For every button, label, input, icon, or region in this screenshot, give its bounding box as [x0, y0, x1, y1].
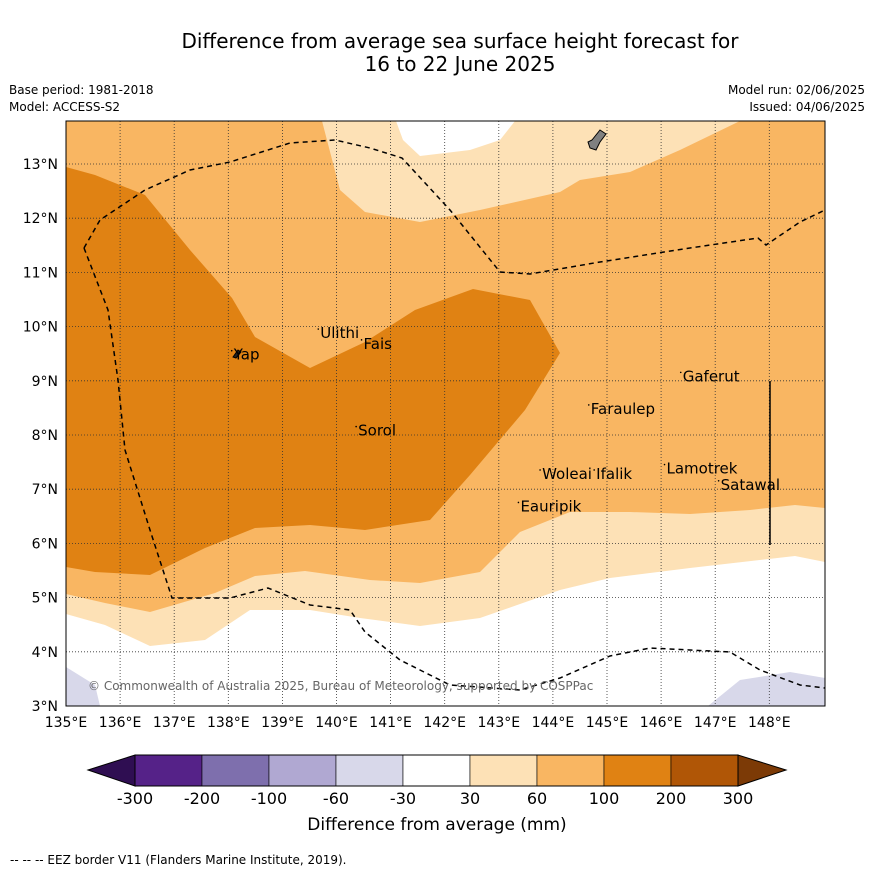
lon-tick-label: 146°E [640, 715, 683, 731]
eez-legend-note: -- -- -- EEZ border V11 (Flanders Marine… [10, 853, 347, 867]
model-run: Model run: 02/06/2025 [727, 83, 865, 97]
colorbar-box [268, 754, 337, 787]
colorbar-tick-label: -300 [117, 789, 153, 808]
place-marker [517, 501, 520, 504]
place-label: Gaferut [683, 367, 740, 385]
lat-tick-label: 10°N [23, 320, 58, 336]
place-label: Ifalik [596, 465, 632, 483]
issued-date: Issued: 04/06/2025 [749, 100, 865, 114]
lon-tick-label: 137°E [153, 715, 196, 731]
land-masses [232, 129, 607, 359]
colorbar-box [134, 754, 203, 787]
lon-tick-label: 135°E [45, 715, 88, 731]
contour-fill-layer [66, 121, 825, 706]
lat-tick-label: 4°N [32, 645, 58, 661]
base-period: Base period: 1981-2018 [9, 83, 154, 97]
colorbar-box [670, 754, 739, 787]
colorbar-box [536, 754, 605, 787]
colorbar-box [201, 754, 270, 787]
map-title-line1: Difference from average sea surface heig… [181, 29, 739, 53]
place-label: Sorol [358, 422, 396, 440]
place-label: Woleai [542, 465, 592, 483]
colorbar-frame [134, 754, 739, 787]
colorbar-box [402, 754, 471, 787]
lat-tick-label: 8°N [32, 428, 58, 444]
lat-tick-label: 6°N [32, 536, 58, 552]
colorbar-box [335, 754, 404, 787]
colorbar: -300 -200 -100 -60 -30 30 60 100 200 300 Differen… [86, 754, 788, 835]
place-label: Satawal [721, 476, 780, 494]
lon-tick-label: 138°E [207, 715, 250, 731]
colorbar-over-arrow [737, 754, 788, 787]
lon-tick-label: 142°E [423, 715, 466, 731]
colorbar-tick-label: 60 [527, 789, 547, 808]
place-marker [679, 371, 682, 374]
lon-tick-label: 143°E [478, 715, 521, 731]
place-marker [230, 349, 233, 352]
colorbar-title: Difference from average (mm) [307, 815, 566, 835]
place-label: Faraulep [591, 400, 655, 418]
place-marker [587, 404, 590, 406]
colorbar-tick-label: -100 [251, 789, 287, 808]
colorbar-tick-label: 300 [723, 789, 754, 808]
copyright-note: © Commonwealth of Australia 2025, Bureau… [88, 679, 593, 693]
lon-tick-label: 148°E [748, 715, 791, 731]
colorbar-box [603, 754, 672, 787]
colorbar-box [469, 754, 538, 787]
colorbar-tick-label: -30 [390, 789, 416, 808]
lon-tick-label: 141°E [369, 715, 412, 731]
place-label: Eauripik [520, 497, 581, 515]
colorbar-under-arrow [86, 754, 136, 787]
guam-island [587, 129, 607, 151]
eez-border-line [83, 139, 825, 275]
lat-tick-label: 9°N [32, 374, 58, 390]
longitude-ticks: 135°E 136°E 137°E 138°E 139°E 140°E 141°E 142°E… [45, 715, 791, 731]
colorbar-tick-label: -200 [184, 789, 220, 808]
place-marker [539, 469, 541, 471]
map-title-line2: 16 to 22 June 2025 [364, 52, 556, 76]
map-frame [65, 120, 826, 707]
place-marker [317, 328, 320, 330]
band-neg-bottom-left [66, 667, 100, 706]
lon-tick-label: 140°E [315, 715, 358, 731]
lat-tick-label: 3°N [32, 699, 58, 715]
place-label: Yap [233, 346, 260, 364]
lon-tick-label: 139°E [261, 715, 304, 731]
place-marker [717, 479, 720, 482]
gridlines [66, 121, 825, 706]
lon-tick-label: 136°E [99, 715, 142, 731]
colorbar-tick-label: -60 [323, 789, 349, 808]
place-marker [355, 425, 357, 428]
colorbar-tick-label: 200 [656, 789, 687, 808]
colorbar-tick-label: 30 [460, 789, 480, 808]
place-marker [663, 463, 666, 466]
band-notch-top [396, 121, 515, 156]
lat-tick-label: 12°N [23, 211, 58, 227]
colorbar-tick-label: 100 [589, 789, 620, 808]
yap-island [232, 349, 242, 359]
place-marker [360, 339, 363, 341]
band-neg-bottom-right [708, 672, 825, 706]
lat-tick-label: 5°N [32, 591, 58, 607]
place-labels: Ulithi Fais Yap Gaferut Faraulep Sorol Woleai I… [230, 324, 780, 515]
latitude-ticks: 3°N 4°N 5°N 6°N 7°N 8°N 9°N 10°N 11°N 12°N 13°N [23, 157, 58, 715]
lon-tick-label: 144°E [532, 715, 575, 731]
place-label: Lamotrek [667, 460, 738, 478]
eez-border [83, 139, 825, 691]
place-label: Fais [364, 335, 393, 353]
lat-tick-label: 11°N [23, 265, 58, 281]
lon-tick-label: 145°E [586, 715, 629, 731]
model-name: Model: ACCESS-S2 [9, 100, 121, 114]
lon-tick-label: 147°E [694, 715, 737, 731]
eez-border-line-south [83, 247, 825, 691]
place-marker [593, 469, 595, 471]
lat-tick-label: 7°N [32, 482, 58, 498]
lat-tick-label: 13°N [23, 157, 58, 173]
place-label: Ulithi [320, 324, 359, 342]
band-100-200 [66, 167, 560, 575]
